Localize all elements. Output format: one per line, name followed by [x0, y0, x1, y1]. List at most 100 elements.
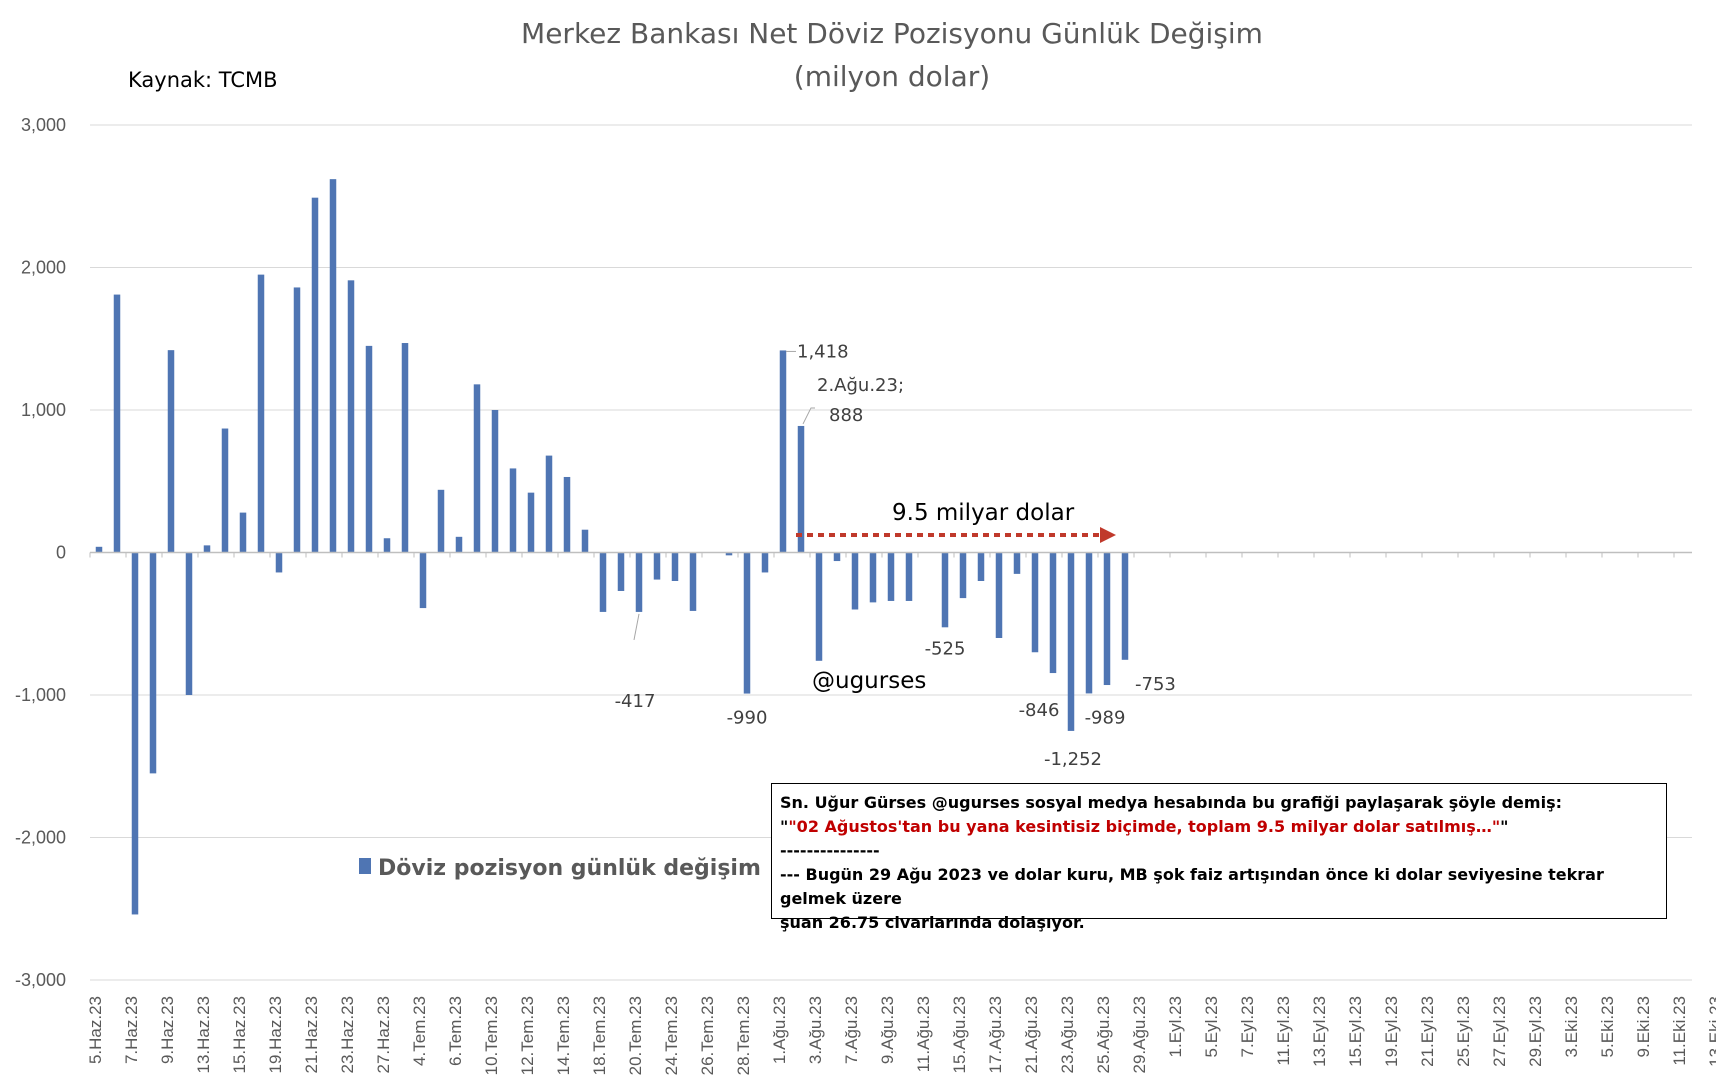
x-tick-label: 13.Eki.23: [1706, 996, 1716, 1067]
bar: [1103, 552, 1111, 686]
arrow-head: [1100, 527, 1116, 543]
bar: [995, 552, 1003, 638]
bar: [617, 552, 625, 591]
data-label: -846: [1019, 700, 1060, 721]
chart-title: Merkez Bankası Net Döviz Pozisyonu Günlü…: [521, 17, 1263, 50]
source-label: Kaynak: TCMB: [128, 68, 278, 92]
y-axis-ticks: 3,000 2,000 1,000 0 -1,000 -2,000 -3,000: [15, 115, 66, 990]
bar: [401, 343, 409, 553]
x-tick-label: 23.Haz.23: [338, 996, 357, 1074]
bar: [113, 294, 121, 553]
x-tick-label: 29.Eyl.23: [1526, 996, 1545, 1067]
watermark-label: @ugurses: [812, 668, 926, 694]
bar: [293, 287, 301, 553]
x-tick-label: 27.Eyl.23: [1490, 996, 1509, 1067]
x-tick-label: 7.Eyl.23: [1238, 996, 1257, 1057]
x-tick-label: 1.Eyl.23: [1166, 996, 1185, 1057]
bar: [95, 546, 103, 553]
bar: [1121, 552, 1129, 660]
x-tick-label: 6.Tem.23: [446, 996, 465, 1066]
x-tick-label: 29.Ağu.23: [1130, 996, 1149, 1074]
x-tick-label: 13.Eyl.23: [1310, 996, 1329, 1067]
bar: [257, 274, 265, 553]
bar: [167, 350, 175, 553]
bar: [473, 384, 481, 553]
data-label: -1,252: [1044, 749, 1102, 770]
x-tick-label: 19.Eyl.23: [1382, 996, 1401, 1067]
x-tick-label: 7.Haz.23: [122, 996, 141, 1064]
chart-subtitle: (milyon dolar): [794, 60, 990, 93]
x-tick-label: 3.Eki.23: [1562, 996, 1581, 1057]
x-tick-label: 10.Tem.23: [482, 996, 501, 1075]
bar: [365, 345, 373, 553]
bar: [797, 425, 805, 553]
y-tick-label: 2,000: [21, 258, 66, 278]
y-tick-label: -1,000: [15, 685, 66, 705]
bar: [419, 552, 427, 609]
y-tick-label: 1,000: [21, 400, 66, 420]
x-tick-label: 21.Haz.23: [302, 996, 321, 1074]
bar: [581, 529, 589, 553]
x-tick-label: 27.Haz.23: [374, 996, 393, 1074]
bar: [563, 476, 571, 553]
x-tick-label: 12.Tem.23: [518, 996, 537, 1075]
x-tick-label: 15.Eyl.23: [1346, 996, 1365, 1067]
x-tick-label: 5.Haz.23: [86, 996, 105, 1064]
y-tick-label: -3,000: [15, 970, 66, 990]
x-tick-label: 21.Eyl.23: [1418, 996, 1437, 1067]
bar: [1031, 552, 1039, 653]
note-line-4: --- Bugün 29 Ağu 2023 ve dolar kuru, MB …: [780, 865, 1604, 908]
note-quote-text: "02 Ağustos'tan bu yana kesintisiz biçim…: [788, 817, 1501, 836]
bar: [761, 552, 769, 573]
y-tick-label: 0: [56, 543, 66, 563]
arrow-label: 9.5 milyar dolar: [892, 500, 1075, 526]
leader-line: [802, 407, 815, 425]
bar: [131, 552, 139, 915]
note-quote-close: ": [1500, 817, 1509, 836]
x-tick-label: 9.Haz.23: [158, 996, 177, 1064]
note-line-2: ""02 Ağustos'tan bu yana kesintisiz biçi…: [780, 815, 1658, 839]
legend-label: Döviz pozisyon günlük değişim: [378, 856, 761, 881]
bar: [1067, 552, 1075, 731]
x-tick-label: 13.Haz.23: [194, 996, 213, 1074]
bar: [941, 552, 949, 628]
bar: [455, 536, 463, 553]
note-line-1: Sn. Uğur Gürses @ugurses sosyal medya he…: [780, 793, 1562, 812]
bar: [959, 552, 967, 599]
x-tick-label: 19.Haz.23: [266, 996, 285, 1074]
bar: [851, 552, 859, 610]
legend-swatch: [359, 858, 371, 874]
bar: [527, 492, 535, 553]
x-tick-label: 11.Eki.23: [1670, 996, 1689, 1066]
data-labels: 1,418 2.Ağu.23; 888 -417 -990 -525 -846 -1,252 -…: [615, 341, 1176, 769]
note-quote-open: ": [780, 817, 789, 836]
y-tick-label: 3,000: [21, 115, 66, 135]
bar: [905, 552, 913, 601]
x-tick-label: 26.Tem.23: [698, 996, 717, 1075]
data-label: -753: [1135, 674, 1176, 695]
bar: [653, 552, 661, 580]
data-label: -990: [727, 708, 768, 729]
x-tick-label: 9.Eki.23: [1634, 996, 1653, 1057]
x-tick-label: 5.Eki.23: [1598, 996, 1617, 1057]
bar: [599, 552, 607, 612]
x-axis-ticks: 5.Haz.23 7.Haz.23 9.Haz.23 13.Haz.23 15.Haz.…: [86, 996, 1716, 1075]
bar: [779, 350, 787, 553]
bar: [1049, 552, 1057, 674]
bar: [689, 552, 697, 611]
data-label: -525: [925, 638, 966, 659]
bar: [509, 468, 517, 553]
bar: [725, 552, 733, 556]
bar: [977, 552, 985, 581]
note-line-5: şuan 26.75 civarlarında dolaşıyor.: [780, 913, 1085, 932]
x-tick-label: 9.Ağu.23: [878, 996, 897, 1064]
bar: [1013, 552, 1021, 574]
x-tick-label: 25.Ağu.23: [1094, 996, 1113, 1074]
x-tick-label: 11.Eyl.23: [1274, 996, 1293, 1066]
x-tick-label: 14.Tem.23: [554, 996, 573, 1075]
x-tick-label: 20.Tem.23: [626, 996, 645, 1075]
bar: [491, 410, 499, 553]
x-tick-label: 5.Eyl.23: [1202, 996, 1221, 1057]
x-tick-label: 24.Tem.23: [662, 996, 681, 1075]
